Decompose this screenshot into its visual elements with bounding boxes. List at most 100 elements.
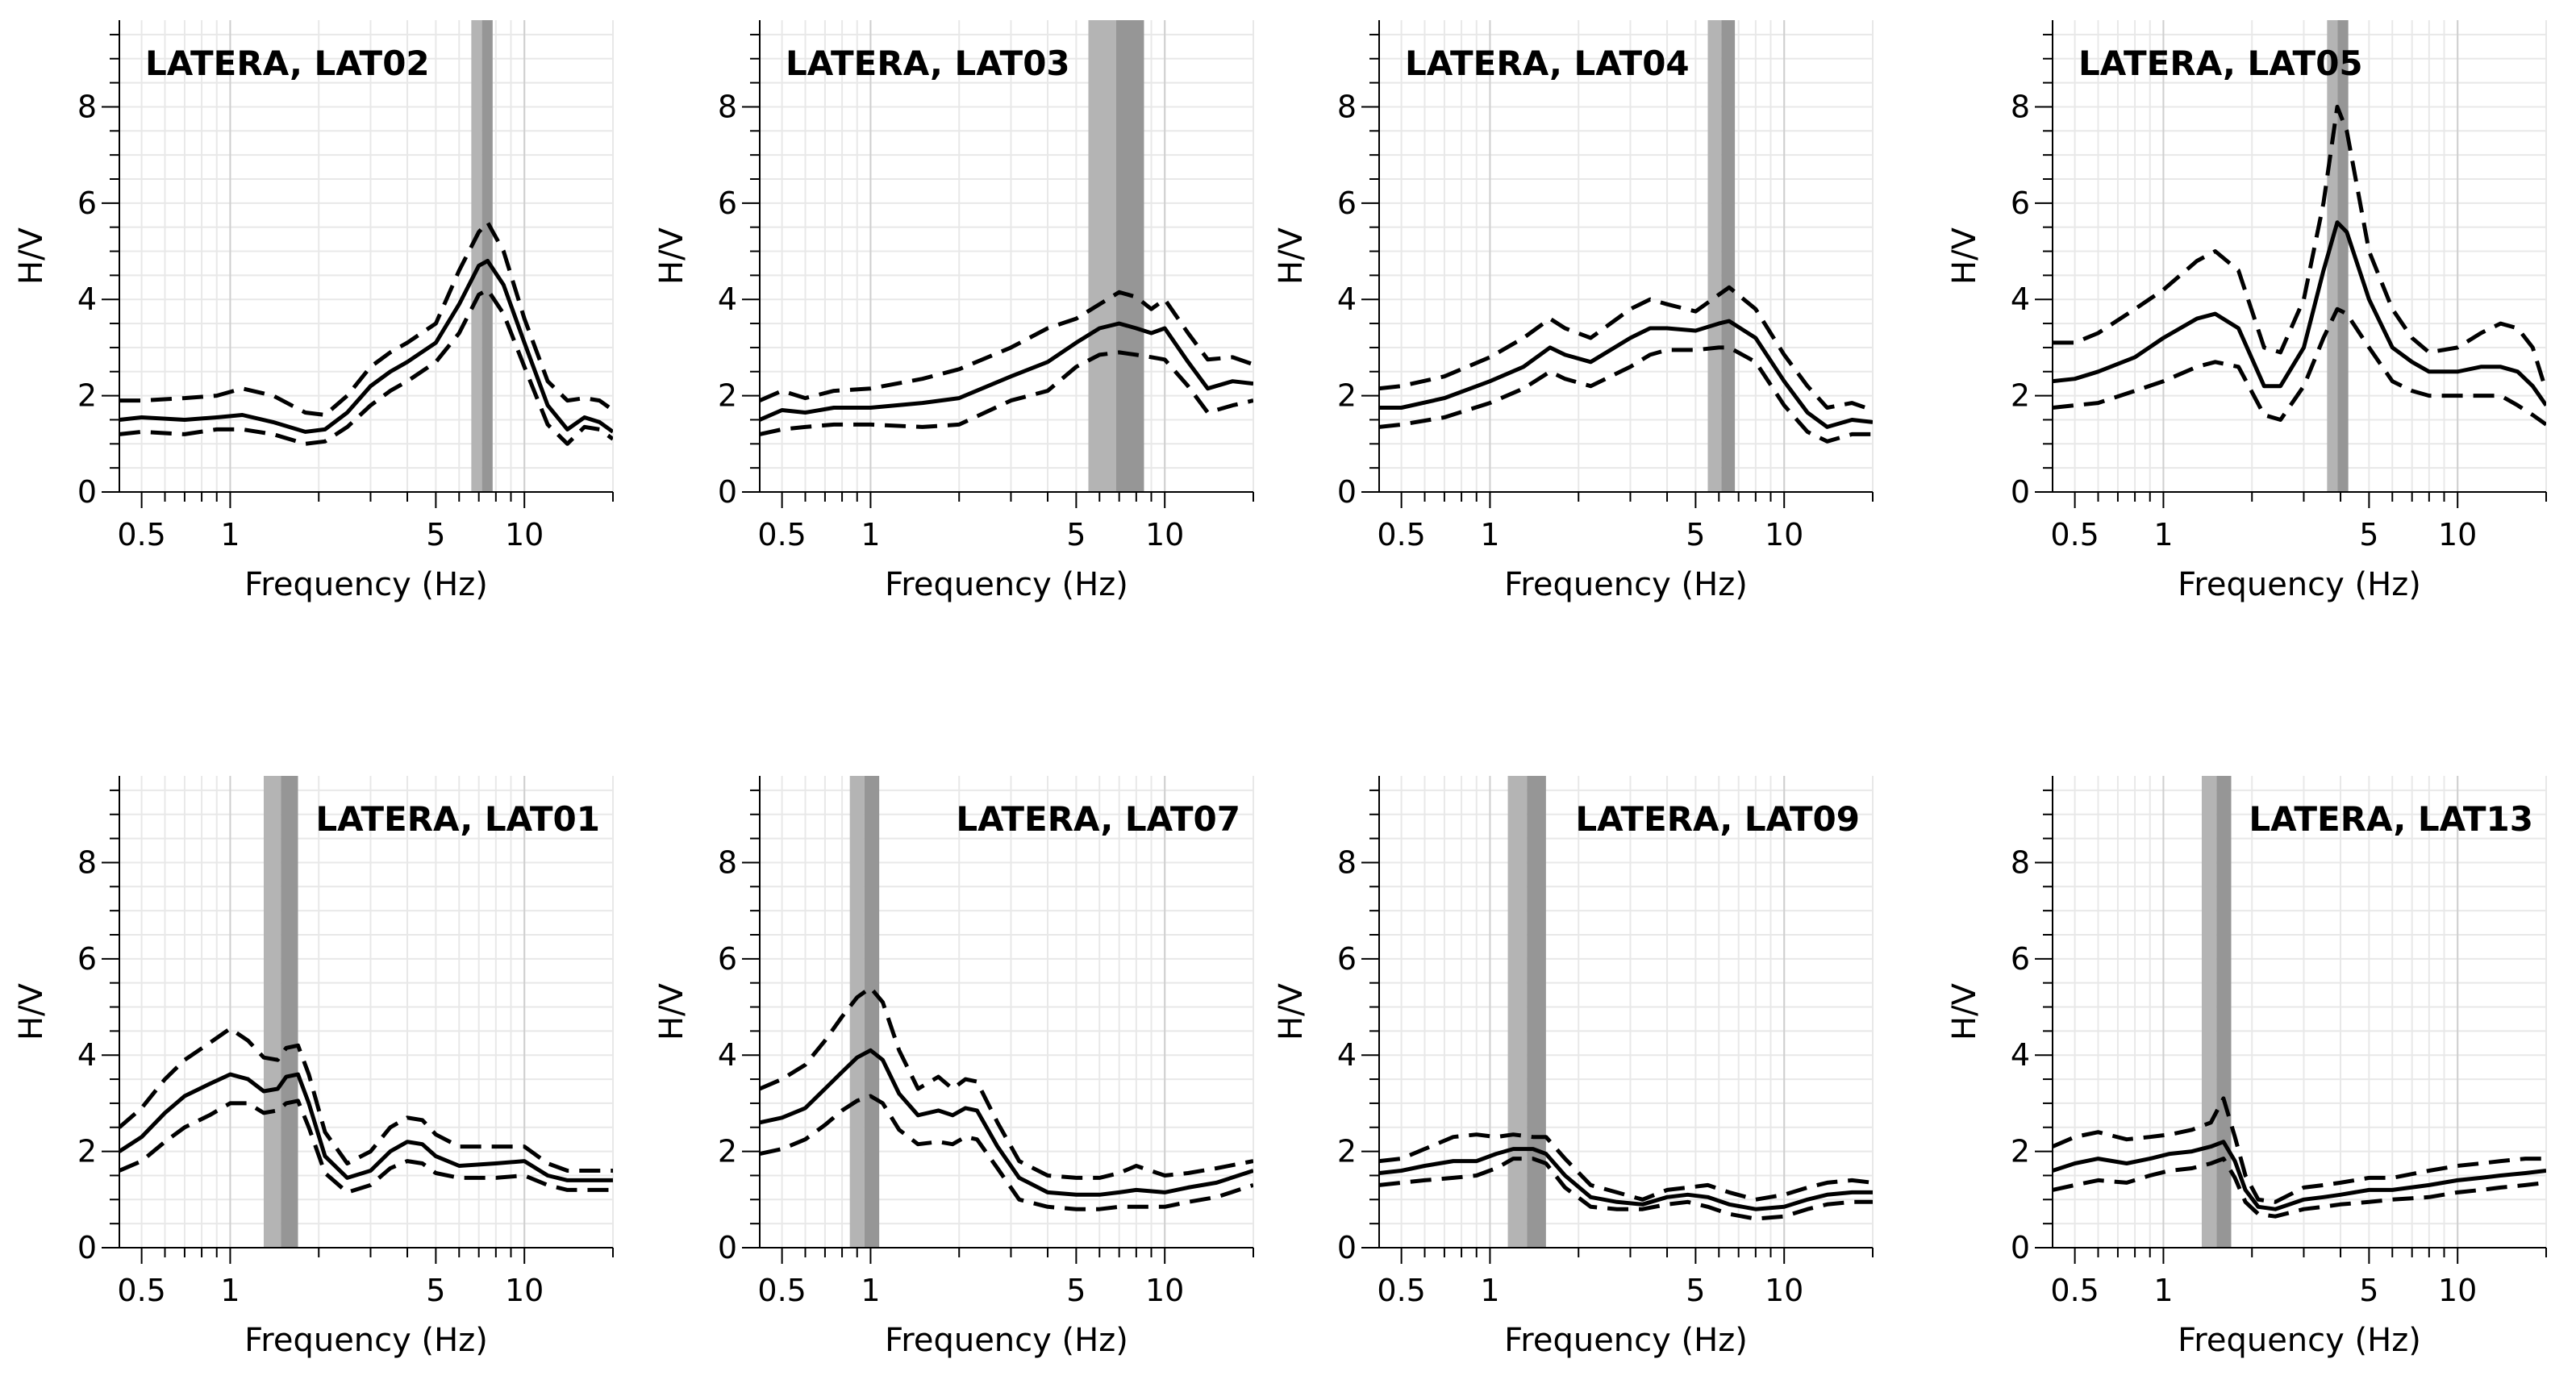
hv-mean-curve [119, 1072, 613, 1182]
hv-std-curve [2053, 1157, 2546, 1219]
hv-mean-curve [1379, 1147, 1873, 1211]
y-tick-label: 6 [2011, 186, 2030, 221]
grid [2053, 776, 2547, 1249]
peak-band-left [849, 776, 865, 1248]
curves [1379, 285, 1873, 444]
peak-band-left [2327, 20, 2338, 492]
grid [760, 776, 1254, 1249]
curves [119, 1026, 613, 1194]
x-tick-label: 5 [426, 1273, 445, 1308]
peak-band-right [1721, 20, 1736, 492]
hv-std-curve [1379, 1132, 1873, 1202]
x-tick-label: 10 [1765, 517, 1803, 552]
x-tick-label: 1 [861, 1273, 880, 1308]
y-tick-label: 8 [77, 844, 97, 880]
x-tick-label: 10 [505, 1273, 544, 1308]
peak-band-left [263, 776, 281, 1248]
x-tick-label: 10 [1145, 1273, 1184, 1308]
y-tick-label: 0 [2011, 1230, 2030, 1265]
y-tick-label: 2 [718, 1134, 737, 1169]
curves [760, 986, 1253, 1211]
x-axis-label: Frequency (Hz) [1504, 1322, 1748, 1359]
hv-mean-curve [2053, 1140, 2546, 1211]
y-tick-label: 4 [77, 1037, 97, 1073]
hv-mean-curve [2053, 220, 2546, 407]
hv-std-curve [1379, 1157, 1873, 1221]
x-axis-label: Frequency (Hz) [1504, 566, 1748, 603]
y-axis-label: H/V [653, 227, 690, 285]
x-axis-label: Frequency (Hz) [2178, 566, 2421, 603]
grid [1379, 776, 1874, 1249]
peak-band-right [2216, 776, 2232, 1248]
hv-std-curve [760, 350, 1253, 436]
curves [1379, 1132, 1873, 1221]
x-tick-label: 10 [1765, 1273, 1803, 1308]
y-axis-label: H/V [653, 982, 690, 1040]
y-tick-label: 0 [77, 1230, 97, 1265]
x-tick-label: 0.5 [2050, 1273, 2099, 1308]
hv-panel-lat05: 0 2 4 6 8 0.5 1 5 10 Frequency (Hz) H/V LATERA, LAT… [1946, 20, 2547, 603]
x-tick-label: 0.5 [757, 1273, 806, 1308]
x-tick-label: 5 [1066, 517, 1086, 552]
y-tick-label: 8 [77, 89, 97, 124]
x-tick-label: 10 [505, 517, 544, 552]
y-axis-label: H/V [1946, 227, 1983, 285]
x-tick-label: 10 [2438, 1273, 2477, 1308]
y-tick-label: 8 [2011, 844, 2030, 880]
curves [2053, 104, 2546, 427]
peak-band-right [2337, 20, 2349, 492]
y-tick-label: 4 [77, 281, 97, 317]
peak-band-right [281, 776, 298, 1248]
x-tick-label: 1 [1480, 517, 1499, 552]
curves [2053, 1096, 2546, 1219]
y-tick-label: 4 [1337, 281, 1357, 317]
station-title: LATERA, LAT13 [2249, 799, 2533, 839]
hv-std-curve [760, 290, 1253, 402]
hv-std-curve [2053, 1096, 2546, 1204]
y-tick-label: 4 [1337, 1037, 1357, 1073]
y-tick-label: 2 [1337, 1134, 1357, 1169]
x-tick-label: 1 [220, 517, 240, 552]
curves [119, 220, 613, 446]
x-tick-label: 5 [1066, 1273, 1086, 1308]
x-axis-label: Frequency (Hz) [2178, 1322, 2421, 1359]
x-tick-label: 0.5 [2050, 517, 2099, 552]
x-axis-label: Frequency (Hz) [244, 566, 488, 603]
y-tick-label: 4 [718, 1037, 737, 1073]
y-tick-label: 2 [77, 378, 97, 414]
y-tick-label: 2 [718, 378, 737, 414]
y-tick-label: 4 [718, 281, 737, 317]
peak-band-left [1088, 20, 1116, 492]
hv-std-curve [2053, 306, 2546, 427]
y-tick-label: 6 [2011, 941, 2030, 977]
x-tick-label: 1 [2153, 517, 2173, 552]
y-tick-label: 2 [1337, 378, 1357, 414]
hv-std-curve [1379, 285, 1873, 412]
peak-band-left [1507, 776, 1528, 1248]
y-axis-label: H/V [13, 227, 50, 285]
grid [2053, 20, 2547, 493]
y-tick-label: 6 [1337, 186, 1357, 221]
peak-band-right [1527, 776, 1546, 1248]
grid [1379, 20, 1874, 493]
x-axis-label: Frequency (Hz) [885, 1322, 1128, 1359]
x-axis-label: Frequency (Hz) [885, 566, 1128, 603]
x-tick-label: 1 [220, 1273, 240, 1308]
x-tick-label: 10 [1145, 517, 1184, 552]
hv-panel-lat07: 0 2 4 6 8 0.5 1 5 10 Frequency (Hz) H/V LATERA, LAT… [653, 776, 1254, 1359]
grid [760, 20, 1254, 493]
y-axis-label: H/V [13, 982, 50, 1040]
y-tick-label: 8 [2011, 89, 2030, 124]
y-tick-label: 8 [718, 89, 737, 124]
hv-std-curve [119, 1098, 613, 1194]
grid [119, 20, 614, 493]
peak-band-right [1115, 20, 1144, 492]
y-tick-label: 4 [2011, 281, 2030, 317]
x-tick-label: 0.5 [757, 517, 806, 552]
hv-mean-curve [760, 321, 1253, 422]
curves [760, 290, 1253, 436]
x-tick-label: 5 [2359, 517, 2378, 552]
station-title: LATERA, LAT05 [2078, 44, 2363, 83]
y-tick-label: 0 [1337, 1230, 1357, 1265]
